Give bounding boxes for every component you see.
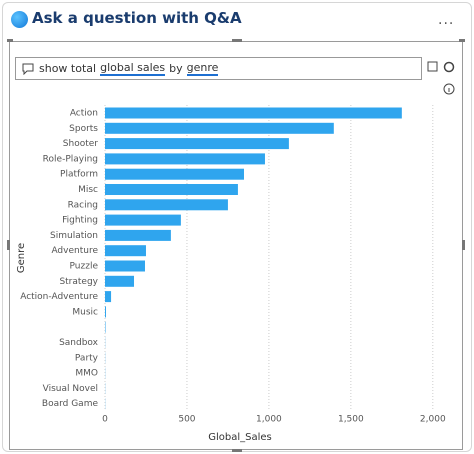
bar xyxy=(105,306,106,318)
more-options[interactable]: ··· xyxy=(438,16,455,32)
query-text: genre xyxy=(186,61,219,76)
y-tick-label: Party xyxy=(75,353,99,363)
settings-icon[interactable] xyxy=(443,61,455,73)
y-tick-label: MMO xyxy=(75,369,98,379)
bar xyxy=(105,122,334,134)
y-tick-label: Platform xyxy=(60,170,98,180)
y-tick-label: Sports xyxy=(69,124,98,134)
info-icon[interactable] xyxy=(443,83,455,95)
query-text: global sales xyxy=(100,61,166,76)
x-axis-title: Global_Sales xyxy=(208,432,272,443)
y-tick-label: Strategy xyxy=(59,277,98,287)
visual-frame xyxy=(7,39,465,452)
y-tick-label: Racing xyxy=(68,200,98,210)
y-tick-label: Puzzle xyxy=(70,262,99,272)
y-tick-label: Role-Playing xyxy=(43,154,98,164)
bar xyxy=(105,107,402,119)
y-tick-label: Music xyxy=(72,307,98,317)
bar xyxy=(105,260,145,272)
y-tick-label: Sandbox xyxy=(59,338,99,348)
x-tick-label: 0 xyxy=(102,415,108,425)
chat-icon xyxy=(22,63,34,75)
bar xyxy=(105,291,112,303)
y-tick-label: Board Game xyxy=(42,399,99,409)
bar xyxy=(105,138,289,150)
x-tick-label: 2,000 xyxy=(420,415,446,425)
y-tick-label: Action xyxy=(70,109,98,119)
query-text: by xyxy=(169,62,183,75)
card-title: Ask a question with Q&A xyxy=(32,9,242,27)
x-tick-label: 1,500 xyxy=(338,415,364,425)
x-tick-label: 500 xyxy=(178,415,195,425)
x-tick-label: 1,000 xyxy=(256,415,282,425)
bar xyxy=(105,168,244,180)
y-tick-label: Shooter xyxy=(63,139,98,149)
y-tick-label: Action-Adventure xyxy=(20,292,98,302)
question-box[interactable]: show total global sales by genre xyxy=(15,57,422,80)
bar xyxy=(105,229,171,241)
bar xyxy=(105,245,146,257)
y-tick-label: Adventure xyxy=(51,246,98,256)
bar xyxy=(105,275,135,287)
query-text: show total xyxy=(39,62,97,75)
bar xyxy=(105,214,181,226)
bar xyxy=(105,184,238,195)
y-tick-label: Visual Novel xyxy=(43,384,98,394)
qa-icon xyxy=(11,11,28,28)
y-tick-label: Simulation xyxy=(50,231,98,241)
y-tick-label: Misc xyxy=(78,185,98,195)
bar xyxy=(105,199,228,211)
bar xyxy=(105,153,265,165)
format-icon[interactable] xyxy=(427,61,438,72)
y-tick-label: Fighting xyxy=(62,216,98,226)
y-axis-title: Genre xyxy=(16,243,27,273)
